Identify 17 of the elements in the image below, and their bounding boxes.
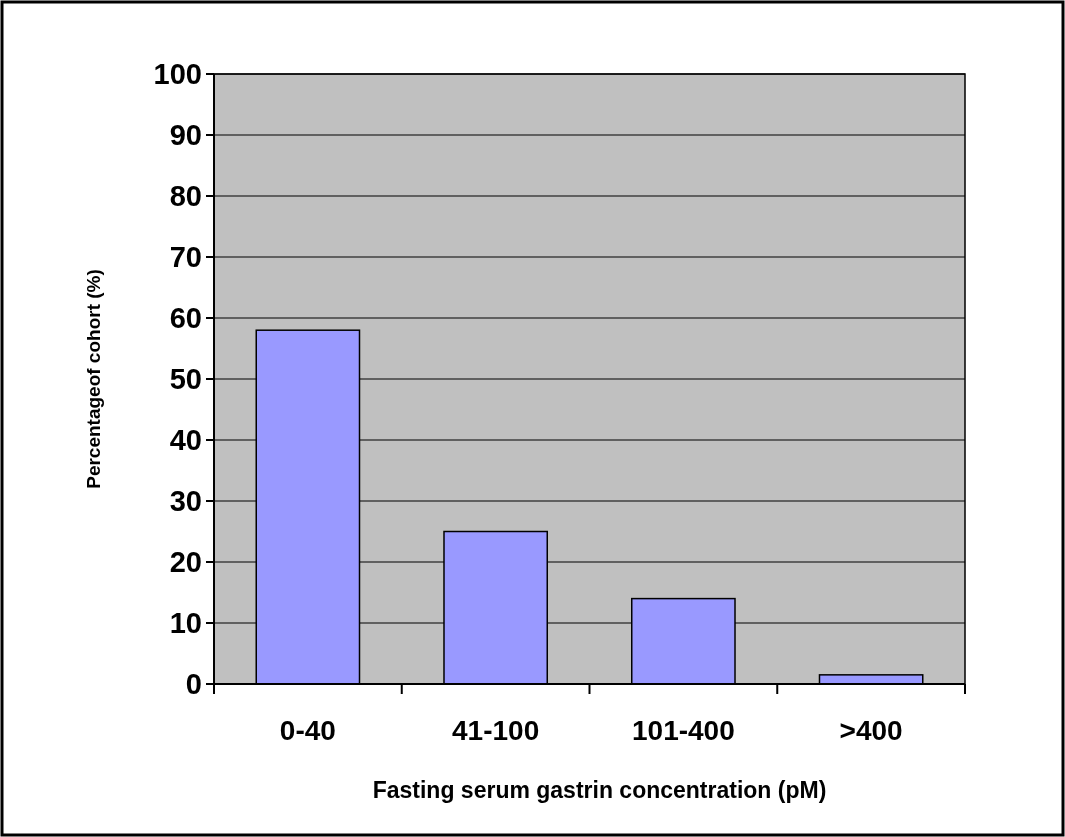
x-tick-label: >400: [839, 715, 903, 746]
x-tick-label: 0-40: [279, 715, 336, 746]
y-tick-label: 90: [169, 119, 202, 152]
y-tick-label: 50: [169, 363, 202, 396]
y-tick-label: 70: [169, 241, 202, 274]
y-tick-label: 0: [185, 668, 202, 701]
x-tick-label: 41-100: [452, 715, 540, 746]
y-tick-label: 30: [169, 485, 202, 518]
y-tick-label: 60: [169, 302, 202, 335]
y-tick-label: 20: [169, 546, 202, 579]
x-tick-label: 101-400: [631, 715, 735, 746]
y-tick-label: 100: [153, 58, 202, 91]
x-axis-title: Fasting serum gastrin concentration (pM): [372, 777, 827, 803]
y-tick-label: 10: [169, 607, 202, 640]
y-tick-label: 40: [169, 424, 202, 457]
y-axis-title: Percentageof cohort (%): [83, 269, 104, 489]
y-tick-label: 80: [169, 180, 202, 213]
